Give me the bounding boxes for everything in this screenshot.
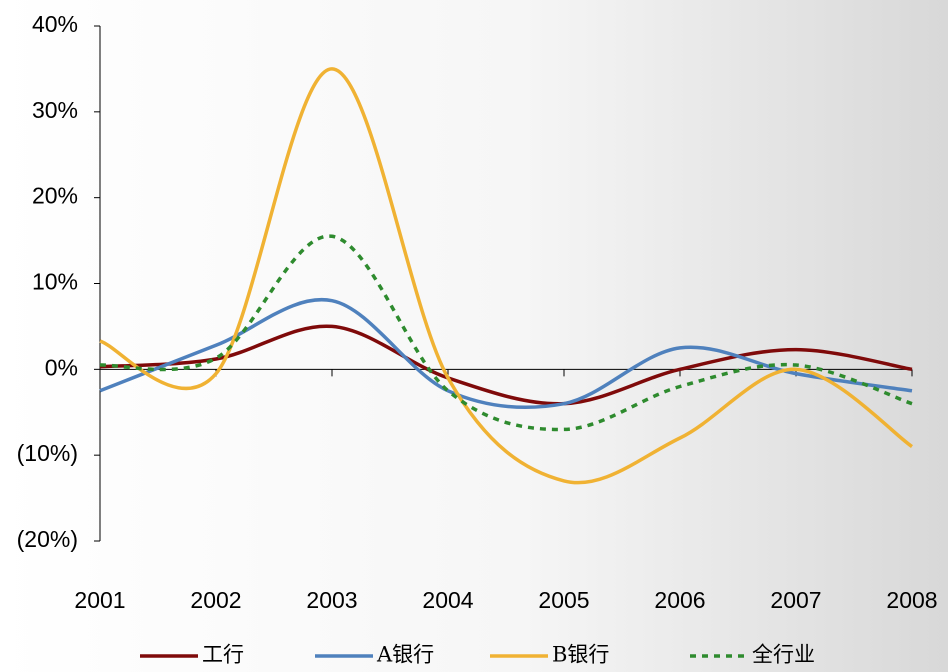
y-tick-label: (10%): [17, 440, 78, 466]
series-line: [99, 234, 913, 432]
legend-label: 全行业: [752, 643, 815, 667]
legend-label: A银行: [376, 643, 434, 667]
y-tick-label: 30%: [32, 97, 78, 123]
x-tick-label: 2003: [306, 587, 357, 613]
series-line: [99, 67, 913, 485]
series-line: [99, 297, 913, 410]
x-tick-label: 2006: [654, 587, 705, 613]
x-tick-label: 2005: [538, 587, 589, 613]
x-tick-label: 2004: [422, 587, 473, 613]
y-tick-label: 10%: [32, 269, 78, 295]
x-tick-label: 2007: [770, 587, 821, 613]
x-tick-label: 2001: [74, 587, 125, 613]
legend-label: B银行: [552, 643, 609, 667]
series-line: [99, 324, 913, 406]
y-tick-label: 40%: [32, 11, 78, 37]
x-tick-label: 2002: [190, 587, 241, 613]
y-tick-label: 0%: [45, 354, 78, 380]
x-tick-label: 2008: [886, 587, 937, 613]
y-tick-label: 20%: [32, 183, 78, 209]
legend-label: 工行: [202, 643, 244, 667]
y-tick-label: (20%): [17, 526, 78, 552]
